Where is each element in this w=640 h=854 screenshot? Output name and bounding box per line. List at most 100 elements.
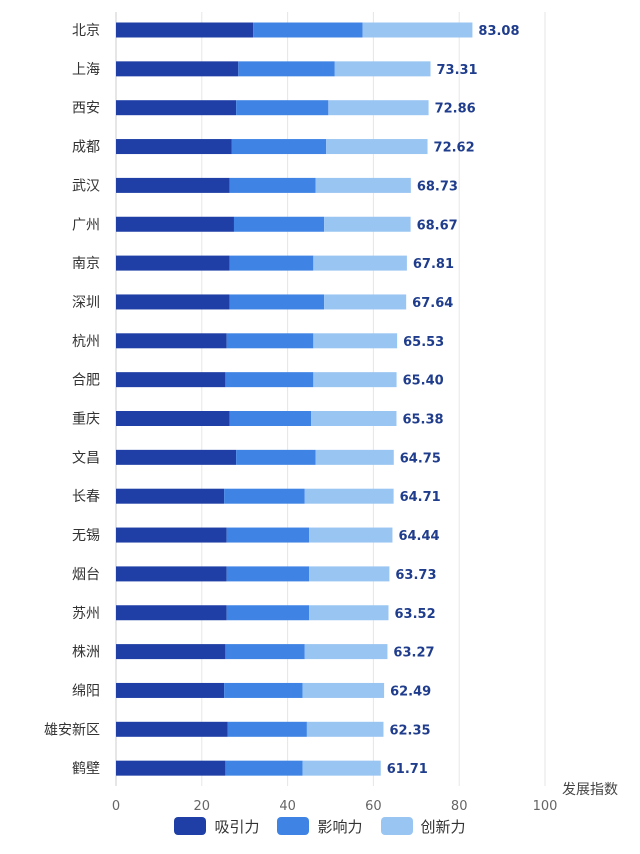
bar-segment-2: [229, 411, 312, 426]
total-value-label: 63.73: [395, 568, 436, 583]
bars: [116, 22, 473, 776]
total-value-label: 72.62: [434, 141, 475, 156]
bar-segment-3: [326, 139, 428, 155]
total-value-label: 63.52: [395, 607, 436, 622]
total-value-label: 65.40: [403, 374, 444, 389]
total-value-label: 73.31: [436, 63, 477, 78]
x-tick-label: 40: [279, 799, 296, 812]
bar-segment-2: [225, 372, 314, 388]
bar-segment-3: [302, 760, 381, 776]
x-axis-title: 发展指数: [562, 782, 618, 798]
bar-segment-3: [304, 644, 388, 660]
legend: 吸引力 影响力 创新力: [0, 812, 640, 840]
total-value-label: 62.49: [390, 684, 431, 699]
category-label: 重庆: [72, 412, 100, 428]
x-tick-label: 60: [365, 799, 382, 812]
legend-swatch-innovation: [380, 817, 413, 835]
category-label: 杭州: [72, 334, 100, 350]
bar-segment-2: [226, 333, 314, 349]
bar-segment-3: [302, 682, 385, 698]
bar-segment-3: [328, 100, 429, 116]
category-label: 合肥: [72, 373, 100, 389]
bar-segment-1: [116, 177, 230, 193]
bar-segment-2: [227, 721, 307, 737]
total-value-label: 68.73: [417, 179, 458, 194]
bar-segment-3: [324, 216, 411, 232]
legend-item-innovation[interactable]: 创新力: [380, 816, 466, 837]
total-value-label: 64.75: [400, 451, 441, 466]
bar-segment-1: [116, 488, 225, 504]
legend-label-attraction: 吸引力: [214, 817, 260, 836]
total-value-label: 65.53: [403, 335, 444, 350]
category-label: 烟台: [72, 567, 100, 583]
bar-segment-1: [116, 566, 227, 582]
bar-segment-1: [116, 294, 230, 310]
bar-segment-2: [229, 255, 314, 271]
bar-segment-3: [362, 22, 473, 38]
category-labels: 北京上海西安成都武汉广州南京深圳杭州合肥重庆文昌长春无锡烟台苏州株洲绵阳雄安新区…: [44, 23, 100, 777]
bar-segment-2: [225, 760, 303, 776]
value-labels: 83.08 73.31 72.86 72.62 68.73 68.67 67.81 67.64…: [387, 24, 520, 777]
total-value-label: 61.71: [387, 762, 428, 777]
category-label: 西安: [72, 101, 100, 117]
x-tick-label: 0: [112, 799, 120, 812]
bar-segment-3: [311, 411, 397, 426]
legend-item-influence[interactable]: 影响力: [277, 816, 363, 837]
total-value-label: 83.08: [478, 24, 519, 39]
category-label: 雄安新区: [44, 722, 100, 738]
bar-segment-2: [236, 100, 329, 116]
bar-segment-2: [226, 605, 310, 621]
legend-item-attraction[interactable]: 吸引力: [174, 816, 259, 837]
bar-segment-1: [116, 721, 228, 737]
bar-segment-3: [313, 255, 407, 271]
bar-segment-3: [315, 177, 411, 193]
bar-segment-2: [238, 61, 335, 77]
bar-segment-1: [116, 22, 254, 38]
bar-segment-2: [236, 449, 316, 465]
x-tick-label: 20: [194, 799, 211, 812]
grid-lines: [201, 12, 546, 786]
total-value-label: 64.44: [398, 529, 439, 544]
category-label: 北京: [72, 23, 100, 39]
bar-segment-2: [231, 139, 327, 155]
total-value-label: 68.67: [417, 218, 458, 233]
total-value-label: 62.35: [389, 723, 430, 738]
legend-label-innovation: 创新力: [420, 817, 466, 836]
category-label: 武汉: [72, 178, 100, 194]
bar-segment-3: [309, 605, 389, 621]
category-label: 苏州: [72, 606, 100, 622]
bar-segment-3: [309, 566, 390, 582]
bar-segment-2: [229, 177, 316, 193]
x-tick-label: 100: [533, 799, 558, 812]
category-label: 南京: [72, 256, 100, 272]
bar-segment-3: [334, 61, 431, 77]
bar-segment-2: [224, 682, 303, 698]
bar-segment-3: [313, 333, 398, 349]
bar-segment-1: [116, 449, 237, 465]
category-label: 上海: [72, 62, 100, 78]
total-value-label: 65.38: [402, 413, 443, 428]
legend-label-influence: 影响力: [317, 817, 363, 836]
bar-segment-1: [116, 605, 227, 621]
bar-segment-1: [116, 100, 237, 116]
bar-segment-1: [116, 682, 225, 698]
bar-segment-3: [315, 449, 394, 465]
category-label: 长春: [72, 489, 100, 505]
total-value-label: 67.81: [413, 257, 454, 272]
stacked-bar-chart: 0 20 40 60 80 100 北京上海西安成都武汉广州南京深圳杭州合肥重庆文昌长春无…: [44, 12, 618, 812]
category-label: 鹤壁: [72, 761, 100, 777]
category-label: 无锡: [72, 528, 100, 544]
bar-segment-1: [116, 527, 227, 543]
bar-segment-2: [233, 216, 325, 232]
total-value-label: 64.71: [400, 490, 441, 505]
bar-segment-3: [306, 721, 384, 737]
bar-segment-3: [324, 294, 407, 310]
total-value-label: 67.64: [412, 296, 453, 311]
bar-segment-3: [313, 372, 397, 388]
x-tick-label: 80: [451, 799, 468, 812]
bar-segment-2: [224, 488, 305, 504]
bar-segment-1: [116, 139, 232, 155]
bar-segment-1: [116, 411, 230, 426]
legend-swatch-influence: [277, 817, 310, 835]
bar-segment-1: [116, 333, 227, 349]
